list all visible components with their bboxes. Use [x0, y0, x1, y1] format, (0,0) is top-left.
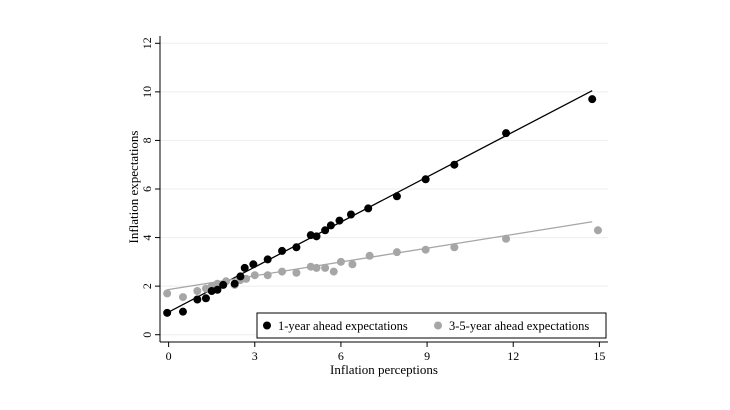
point-series-0-24: [502, 129, 511, 138]
point-series-1-22: [421, 245, 430, 254]
point-series-1-12: [278, 267, 287, 276]
point-series-1-17: [329, 267, 338, 276]
x-tick-label-12: 12: [507, 349, 519, 363]
point-series-0-15: [312, 232, 321, 241]
y-tick-label-6: 6: [140, 186, 154, 192]
point-series-1-13: [292, 268, 301, 277]
legend-marker-1yr: [263, 321, 271, 330]
point-series-0-7: [230, 279, 239, 288]
y-tick-label-2: 2: [140, 283, 154, 289]
y-tick-label-12: 12: [140, 37, 154, 49]
data-points: [163, 95, 602, 317]
point-series-1-25: [593, 226, 602, 235]
fit-lines: [166, 90, 593, 314]
x-axis-title: Inflation perceptions: [330, 362, 438, 377]
x-tick-label-0: 0: [166, 349, 172, 363]
y-tick-label-10: 10: [140, 86, 154, 98]
point-series-0-21: [392, 192, 401, 201]
point-series-1-19: [348, 260, 357, 269]
legend-box: [256, 312, 607, 339]
point-series-0-25: [588, 95, 597, 104]
point-series-0-11: [263, 255, 272, 264]
x-tick-label-6: 6: [338, 349, 344, 363]
x-tick-label-9: 9: [424, 349, 430, 363]
ticks: 0 2 4 6 8 10 12 0 3 6 9 12 15: [140, 37, 605, 363]
point-series-1-24: [502, 234, 511, 243]
point-series-1-23: [450, 243, 459, 252]
point-series-0-16: [321, 226, 330, 235]
legend: 1-year ahead expectations 3-5-year ahead…: [256, 312, 607, 339]
point-series-1-21: [392, 248, 401, 257]
y-tick-label-4: 4: [140, 235, 154, 241]
point-series-0-9: [240, 263, 249, 272]
point-series-1-2: [193, 287, 202, 295]
y-axis-title: Inflation expectations: [126, 131, 141, 244]
legend-marker-3-5yr: [434, 321, 442, 330]
point-series-0-0: [163, 308, 172, 317]
y-tick-label-0: 0: [140, 332, 154, 338]
point-series-1-16: [321, 263, 330, 272]
point-series-0-10: [249, 260, 258, 269]
fit-line-series-1: [167, 221, 593, 291]
point-series-1-0: [163, 289, 172, 298]
point-series-0-22: [421, 175, 430, 184]
point-series-0-20: [364, 204, 373, 213]
gridlines: [160, 42, 608, 336]
legend-label-3-5yr: 3-5-year ahead expectations: [449, 319, 589, 333]
point-series-0-13: [292, 243, 301, 252]
point-series-0-5: [213, 285, 222, 294]
point-series-0-8: [236, 272, 245, 281]
point-series-1-15: [312, 263, 321, 272]
point-series-0-12: [278, 246, 287, 255]
point-series-0-23: [450, 160, 459, 169]
point-series-0-19: [346, 210, 355, 219]
point-series-0-3: [201, 294, 210, 303]
y-tick-label-8: 8: [140, 137, 154, 143]
point-series-1-10: [250, 271, 259, 280]
point-series-0-1: [178, 307, 187, 316]
point-series-1-20: [365, 251, 374, 260]
legend-label-1yr: 1-year ahead expectations: [278, 319, 408, 333]
point-series-0-2: [193, 295, 202, 304]
point-series-1-18: [336, 257, 345, 266]
point-series-0-18: [335, 216, 344, 225]
x-tick-label-15: 15: [593, 349, 605, 363]
point-series-0-6: [219, 280, 228, 289]
point-series-0-17: [326, 221, 335, 230]
point-series-1-11: [263, 271, 272, 280]
x-tick-label-3: 3: [252, 349, 258, 363]
point-series-1-1: [178, 293, 187, 302]
